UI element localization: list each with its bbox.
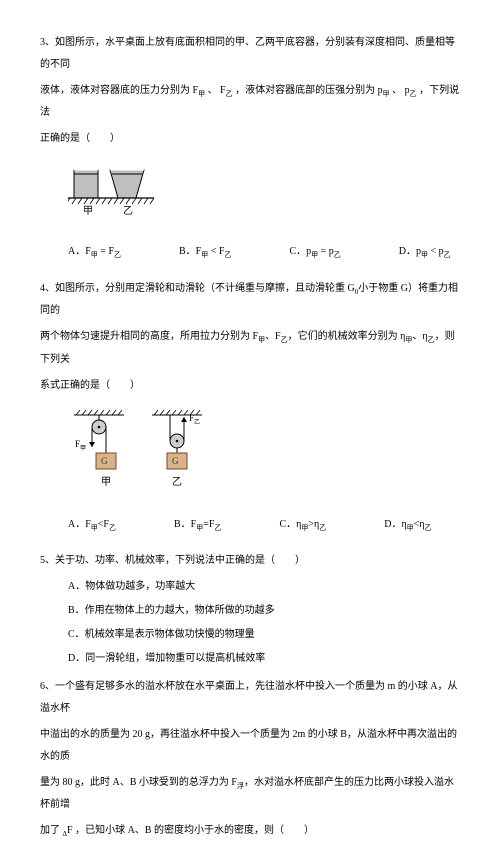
q3-line2: 液体，液体对容器底的压力分别为 F甲 、 F乙 ，液体对容器底部的压强分别为 p… [40, 80, 460, 124]
q6-line4: 加了 ΔF ，已知小球 A、B 的密度均小于水的密度，则（ ） [40, 820, 460, 842]
q6-line2: 中溢出的水的质量为 20 g，再往溢水杯中投入一个质量为 2m 的小球 B，从溢… [40, 724, 460, 768]
q3-label-jia: 甲 [83, 206, 93, 217]
svg-text:G: G [172, 456, 179, 466]
q3-l2s1: 甲 [198, 90, 205, 98]
q3-line3: 正确的是（ ） [40, 128, 460, 150]
q3-line1: 3、如图所示，水平桌面上放有底面积相同的甲、乙两平底容器，分别装有深度相同、质量… [40, 32, 460, 76]
q3-l2b: 、 F [205, 85, 226, 96]
q4-opt-d: D．η甲<η乙 [384, 514, 431, 536]
q4-options: A．F甲<F乙 B．F甲=F乙 C．η甲>η乙 D．η甲<η乙 [68, 514, 460, 536]
q3-options: A．F甲 = F乙 B．F甲 < F乙 C．p甲 = p乙 D．p甲 < p乙 [68, 241, 460, 263]
q3-opt-c: C．p甲 = p乙 [289, 241, 340, 263]
q3-opt-b: B．F甲 < F乙 [179, 241, 231, 263]
q4-line3: 系式正确的是（ ） [40, 375, 460, 397]
q5-opt-b: B．作用在物体上的力越大，物体所做的功越多 [68, 600, 460, 622]
svg-text:甲: 甲 [101, 477, 111, 488]
q5-stem: 5、关于功、功率、机械效率，下列说法中正确的是（ ） [40, 550, 460, 572]
q6-line3: 量为 80 g，此时 A、B 小球受到的总浮力为 F浮，水对溢水杯底部产生的压力… [40, 772, 460, 816]
q3-opt-a: A．F甲 = F乙 [68, 241, 121, 263]
q4-line1: 4、如图所示，分别用定滑轮和动滑轮（不计绳重与摩擦，且动滑轮重 G0小于物重 G… [40, 278, 460, 322]
q3-l2d: 、 p [390, 85, 410, 96]
q3-figure: 甲 乙 [68, 162, 460, 227]
q3-opt-d: D．p甲 < p乙 [399, 241, 451, 263]
q4-opt-a: A．F甲<F乙 [68, 514, 116, 536]
svg-text:乙: 乙 [194, 419, 200, 426]
q5-opt-d: D．同一滑轮组，增加物重可以提高机械效率 [68, 648, 460, 670]
svg-text:甲: 甲 [80, 445, 86, 452]
q5-opt-a: A．物体做功越多，功率越大 [68, 576, 460, 598]
q4-opt-b: B．F甲=F乙 [174, 514, 221, 536]
q5-opt-c: C．机械效率是表示物体做功快慢的物理量 [68, 624, 460, 646]
q4-figure: F甲 G 甲 F乙 G 乙 [68, 409, 460, 500]
q6-line1: 6、一个盛有足够多水的溢水杯放在水平桌面上，先往溢水杯中投入一个质量为 m 的小… [40, 676, 460, 720]
q4-opt-c: C．η甲>η乙 [279, 514, 326, 536]
q4-line2: 两个物体匀速提升相同的高度，所用拉力分别为 F甲、F乙，它们的机械效率分别为 η… [40, 326, 460, 370]
q3-l2a: 液体，液体对容器底的压力分别为 F [40, 85, 198, 96]
q3-l2s3: 甲 [383, 90, 390, 98]
q3-label-yi: 乙 [123, 205, 133, 217]
q3-l2s4: 乙 [410, 90, 417, 98]
svg-text:乙: 乙 [172, 476, 182, 488]
svg-text:G: G [101, 456, 108, 466]
q3-l2s2: 乙 [226, 90, 233, 98]
q3-l2c: ，液体对容器底部的压强分别为 p [233, 85, 383, 96]
